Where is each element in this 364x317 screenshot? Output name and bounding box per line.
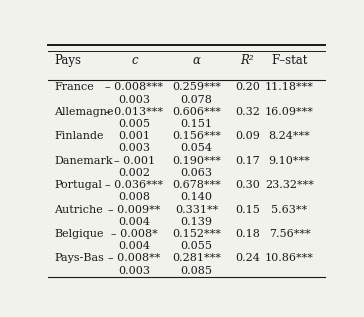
Text: 0.30: 0.30 bbox=[235, 180, 260, 190]
Text: 0.055: 0.055 bbox=[181, 241, 213, 251]
Text: Pays: Pays bbox=[54, 54, 81, 67]
Text: 0.09: 0.09 bbox=[235, 131, 260, 141]
Text: 0.190***: 0.190*** bbox=[172, 156, 221, 166]
Text: – 0.036***: – 0.036*** bbox=[105, 180, 163, 190]
Text: France: France bbox=[54, 82, 94, 93]
Text: R²: R² bbox=[240, 54, 254, 67]
Text: 0.085: 0.085 bbox=[181, 266, 213, 275]
Text: 0.156***: 0.156*** bbox=[172, 131, 221, 141]
Text: 0.32: 0.32 bbox=[235, 107, 260, 117]
Text: 0.20: 0.20 bbox=[235, 82, 260, 93]
Text: 7.56***: 7.56*** bbox=[269, 229, 310, 239]
Text: 0.24: 0.24 bbox=[235, 253, 260, 263]
Text: 0.17: 0.17 bbox=[235, 156, 260, 166]
Text: 0.281***: 0.281*** bbox=[172, 253, 221, 263]
Text: 0.151: 0.151 bbox=[181, 119, 213, 129]
Text: Finlande: Finlande bbox=[54, 131, 103, 141]
Text: 0.005: 0.005 bbox=[118, 119, 150, 129]
Text: 0.152***: 0.152*** bbox=[172, 229, 221, 239]
Text: 0.004: 0.004 bbox=[118, 217, 150, 227]
Text: – 0.008*: – 0.008* bbox=[111, 229, 158, 239]
Text: 0.140: 0.140 bbox=[181, 192, 213, 202]
Text: 0.18: 0.18 bbox=[235, 229, 260, 239]
Text: 0.002: 0.002 bbox=[118, 168, 150, 178]
Text: Allemagne: Allemagne bbox=[54, 107, 114, 117]
Text: 0.331**: 0.331** bbox=[175, 204, 218, 215]
Text: – 0.009**: – 0.009** bbox=[108, 204, 161, 215]
Text: 0.139: 0.139 bbox=[181, 217, 213, 227]
Text: 0.678***: 0.678*** bbox=[172, 180, 221, 190]
Text: 0.003: 0.003 bbox=[118, 95, 150, 105]
Text: 23.32***: 23.32*** bbox=[265, 180, 314, 190]
Text: 0.003: 0.003 bbox=[118, 266, 150, 275]
Text: – 0.008**: – 0.008** bbox=[108, 253, 161, 263]
Text: 10.86***: 10.86*** bbox=[265, 253, 314, 263]
Text: 0.606***: 0.606*** bbox=[172, 107, 221, 117]
Text: 8.24***: 8.24*** bbox=[269, 131, 310, 141]
Text: 0.001: 0.001 bbox=[118, 131, 150, 141]
Text: Belgique: Belgique bbox=[54, 229, 103, 239]
Text: Pays-Bas: Pays-Bas bbox=[54, 253, 104, 263]
Text: Danemark: Danemark bbox=[54, 156, 112, 166]
Text: 9.10***: 9.10*** bbox=[269, 156, 310, 166]
Text: 11.18***: 11.18*** bbox=[265, 82, 314, 93]
Text: 0.004: 0.004 bbox=[118, 241, 150, 251]
Text: – 0.008***: – 0.008*** bbox=[105, 82, 163, 93]
Text: 0.259***: 0.259*** bbox=[172, 82, 221, 93]
Text: – 0.001: – 0.001 bbox=[114, 156, 155, 166]
Text: 5.63**: 5.63** bbox=[272, 204, 308, 215]
Text: Autriche: Autriche bbox=[54, 204, 103, 215]
Text: 16.09***: 16.09*** bbox=[265, 107, 314, 117]
Text: 0.078: 0.078 bbox=[181, 95, 212, 105]
Text: 0.008: 0.008 bbox=[118, 192, 150, 202]
Text: – 0.013***: – 0.013*** bbox=[105, 107, 163, 117]
Text: 0.063: 0.063 bbox=[181, 168, 213, 178]
Text: 0.054: 0.054 bbox=[181, 144, 213, 153]
Text: 0.15: 0.15 bbox=[235, 204, 260, 215]
Text: F–stat: F–stat bbox=[271, 54, 308, 67]
Text: c: c bbox=[131, 54, 138, 67]
Text: Portugal: Portugal bbox=[54, 180, 102, 190]
Text: α: α bbox=[193, 54, 200, 67]
Text: 0.003: 0.003 bbox=[118, 144, 150, 153]
